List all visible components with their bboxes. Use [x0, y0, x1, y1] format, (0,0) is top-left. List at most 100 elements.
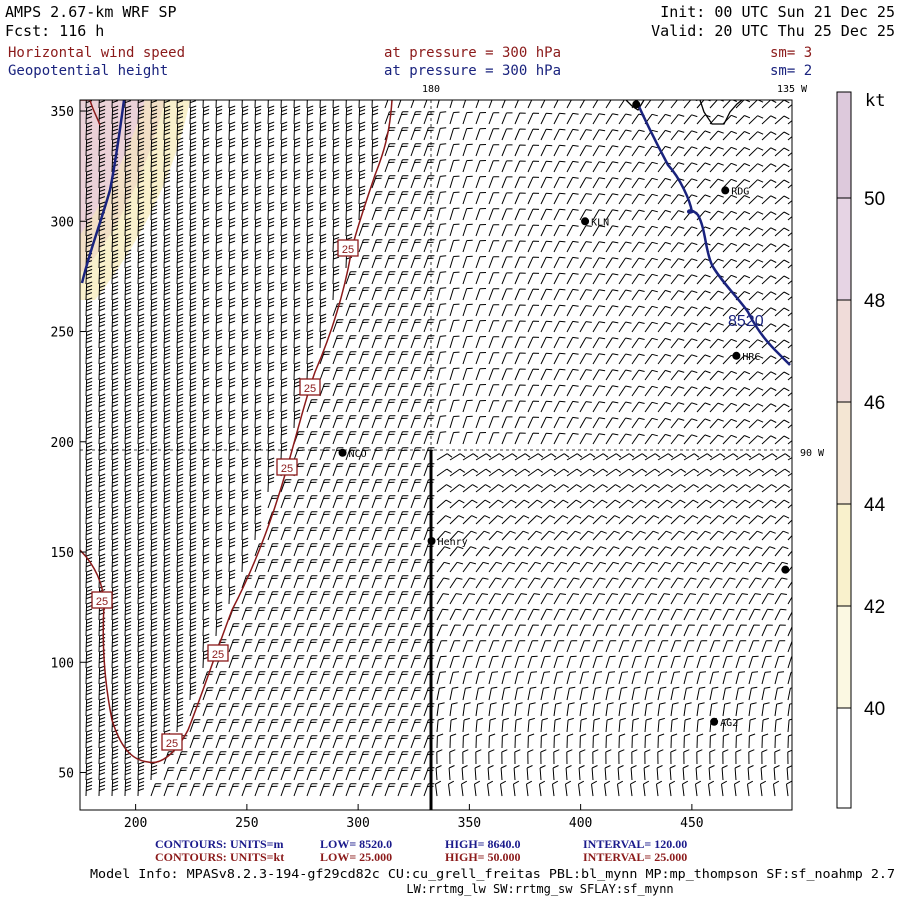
wind-barb — [202, 345, 210, 365]
wind-barb — [670, 274, 685, 285]
label-135w: 135 W — [777, 84, 808, 95]
wind-barb — [527, 144, 540, 157]
wind-barb — [644, 209, 658, 221]
wind-barb — [773, 765, 780, 781]
wind-barb — [176, 649, 184, 669]
wind-barb — [631, 321, 645, 333]
wind-barb — [618, 257, 632, 269]
wind-barb — [501, 416, 513, 429]
wind-barb — [605, 305, 619, 317]
wind-barb — [410, 367, 422, 381]
wind-barb — [280, 249, 288, 269]
wind-barb — [345, 703, 357, 717]
wind-barb — [657, 717, 665, 733]
wind-barb — [371, 623, 383, 637]
wind-barb — [696, 749, 703, 765]
wind-barb — [735, 227, 751, 237]
wind-barb — [774, 323, 790, 333]
wind-barb — [124, 761, 132, 781]
wind-barb — [85, 761, 93, 781]
wind-barb — [397, 719, 409, 733]
wind-barb — [397, 639, 409, 653]
wind-barb — [436, 717, 444, 733]
wind-barb — [371, 367, 383, 381]
wind-barb — [657, 484, 673, 493]
wind-barb — [435, 765, 442, 781]
wind-barb — [748, 624, 760, 637]
wind-barb — [722, 702, 731, 717]
wind-barb — [163, 217, 171, 237]
wind-barb — [709, 210, 724, 221]
wind-barb — [384, 399, 396, 413]
wind-barb — [579, 337, 592, 349]
wind-barb — [137, 745, 145, 765]
wind-barb — [332, 265, 340, 285]
wind-barb — [371, 431, 383, 445]
wind-barb — [371, 687, 383, 701]
wind-barb — [722, 338, 737, 349]
wind-barb — [670, 322, 685, 333]
wind-barb — [605, 655, 616, 669]
wind-barb — [631, 289, 645, 301]
wind-barb — [670, 530, 685, 541]
wind-barb — [215, 553, 223, 573]
wind-barb — [436, 608, 449, 621]
wind-barb — [774, 147, 790, 157]
wind-barb — [215, 537, 223, 557]
wind-barb — [514, 368, 526, 381]
wind-barb — [761, 323, 777, 333]
wind-barb — [202, 121, 210, 141]
wind-barb — [566, 608, 579, 621]
wind-barb — [579, 385, 592, 397]
wind-barb — [397, 287, 409, 301]
wind-barb — [306, 345, 314, 365]
wind-barb — [306, 735, 318, 749]
wind-barb — [683, 468, 700, 477]
wind-barb — [631, 145, 645, 157]
wind-barb — [553, 733, 561, 749]
wind-barb — [748, 484, 764, 493]
wind-barb — [189, 137, 197, 157]
wind-barb — [657, 671, 668, 685]
wind-barb — [657, 225, 672, 237]
wind-barb — [709, 386, 724, 397]
wind-barb — [566, 546, 581, 557]
wind-barb — [669, 765, 676, 781]
wind-barb — [709, 370, 724, 381]
wind-barb — [709, 178, 724, 189]
wind-barb — [461, 780, 468, 797]
wind-barb — [514, 624, 526, 637]
wind-barb — [384, 511, 396, 525]
colorbar-swatch — [837, 402, 851, 504]
wind-barb — [280, 121, 288, 141]
wind-barb — [657, 417, 672, 429]
speed-contour-label: 25 — [166, 738, 178, 750]
wind-barb — [345, 415, 357, 429]
wind-barb — [397, 239, 409, 253]
wind-barb — [761, 468, 778, 477]
wind-barb — [176, 281, 184, 301]
wind-barb — [358, 319, 370, 333]
wind-barb — [514, 112, 526, 125]
wind-barb — [371, 767, 383, 781]
contours-high-2: HIGH= 50.000 — [445, 850, 521, 864]
wind-barb — [436, 468, 453, 477]
wind-barb — [722, 733, 730, 749]
wind-barb — [514, 686, 524, 701]
wind-barb — [254, 735, 266, 749]
wind-barb — [553, 468, 570, 477]
wind-barb — [488, 208, 500, 221]
wind-barb — [501, 484, 517, 493]
wind-barb — [592, 417, 606, 429]
wind-barb — [787, 167, 792, 173]
wind-barb — [475, 686, 485, 701]
wind-barb — [358, 223, 370, 237]
wind-barb — [631, 561, 646, 573]
wind-barb — [527, 320, 540, 333]
wind-barb — [306, 137, 314, 157]
wind-barb — [592, 546, 607, 557]
wind-barb — [722, 453, 739, 461]
wind-barb — [579, 225, 592, 237]
wind-barb — [566, 256, 579, 269]
